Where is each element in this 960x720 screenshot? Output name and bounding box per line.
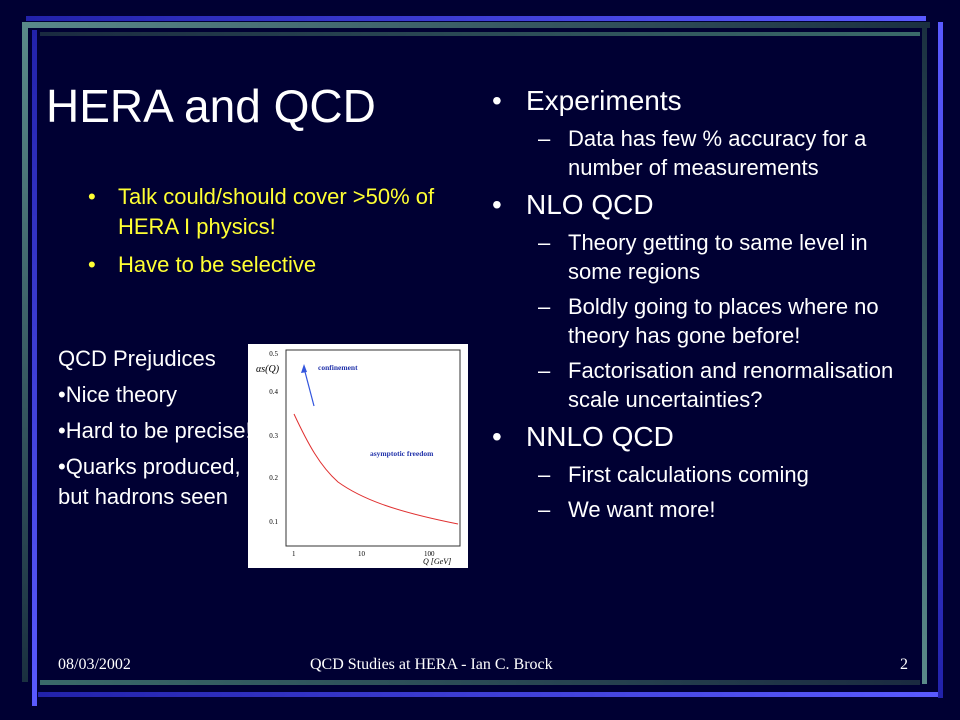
- slide-title: HERA and QCD: [46, 80, 376, 132]
- outline-subitem-text: Factorisation and renormalisation scale …: [568, 358, 894, 412]
- bullet-glyph: •: [492, 85, 502, 116]
- bullet-glyph: •: [58, 382, 66, 407]
- left-bullet: • Have to be selective: [88, 250, 448, 280]
- footer-date: 08/03/2002: [58, 656, 131, 673]
- outline-subitem: – Boldly going to places where no theory …: [490, 292, 910, 350]
- x-axis-label: Q [GeV]: [423, 557, 451, 566]
- alpha-s-curve: [293, 413, 459, 525]
- dash-glyph: –: [538, 294, 551, 319]
- outline-item-experiments: • Experiments: [490, 84, 910, 118]
- outline-subitem: – We want more!: [490, 495, 910, 524]
- y-tick-label: 0.5: [269, 350, 278, 358]
- frame-right-blue: [938, 22, 943, 698]
- bullet-glyph: •: [58, 454, 66, 479]
- dash-glyph: –: [538, 230, 551, 255]
- y-tick-label: 0.3: [269, 432, 278, 440]
- bullet-glyph: •: [492, 421, 502, 452]
- dash-glyph: –: [538, 126, 551, 151]
- footer-title: QCD Studies at HERA - Ian C. Brock: [310, 656, 553, 673]
- dash-glyph: –: [538, 497, 551, 522]
- prejudice-item: •Hard to be precise!: [58, 416, 258, 446]
- alpha-s-plot: αs(Q) 0.5 0.4 0.3 0.2 0.1 1 10 100 Q [Ge…: [256, 349, 461, 566]
- frame-left-teal: [22, 22, 28, 682]
- x-tick-label: 1: [292, 550, 296, 558]
- prejudice-text: Quarks produced, but hadrons seen: [58, 454, 241, 509]
- outline-subitem-text: Theory getting to same level in some reg…: [568, 230, 868, 284]
- qcd-prejudices: QCD Prejudices •Nice theory •Hard to be …: [58, 344, 258, 518]
- y-tick-label: 0.1: [269, 518, 278, 526]
- outline-subitem-text: Data has few % accuracy for a number of …: [568, 126, 867, 180]
- frame-top-teal: [22, 22, 930, 28]
- confinement-annotation: confinement: [318, 363, 358, 372]
- outline-subitem-text: Boldly going to places where no theory h…: [568, 294, 879, 348]
- plot-frame: [285, 349, 461, 547]
- left-bullet: • Talk could/should cover >50% of HERA I …: [88, 182, 448, 242]
- prejudice-text: Nice theory: [65, 382, 177, 407]
- frame-right-teal: [922, 24, 927, 684]
- prejudices-heading: QCD Prejudices: [58, 346, 216, 371]
- frame-top-blue: [26, 16, 926, 21]
- prejudice-text: Hard to be precise!: [65, 418, 252, 443]
- frame-bottom-blue: [38, 692, 938, 697]
- y-tick-label: 0.4: [269, 388, 278, 396]
- asymptotic-freedom-annotation: asymptotic freedom: [370, 449, 434, 458]
- frame-left-blue: [32, 30, 37, 706]
- alpha-s-figure: αs(Q) 0.5 0.4 0.3 0.2 0.1 1 10 100 Q [Ge…: [248, 344, 468, 568]
- prejudice-item: •Nice theory: [58, 380, 258, 410]
- confinement-arrow: [303, 367, 315, 407]
- footer-page-number: 2: [900, 656, 908, 673]
- dash-glyph: –: [538, 358, 551, 383]
- outline-subitem-text: First calculations coming: [568, 462, 809, 487]
- outline-subitem-text: We want more!: [568, 497, 716, 522]
- outline-subitem: – Data has few % accuracy for a number of…: [490, 124, 910, 182]
- bullet-glyph: •: [88, 252, 96, 277]
- y-tick-label: 0.2: [269, 474, 278, 482]
- outline-heading: NLO QCD: [526, 189, 654, 220]
- right-outline: • Experiments – Data has few % accuracy fo…: [490, 84, 910, 530]
- outline-item-nnlo-qcd: • NNLO QCD: [490, 420, 910, 454]
- confinement-arrowhead: [301, 364, 307, 373]
- frame-bottom-teal: [40, 680, 920, 685]
- dash-glyph: –: [538, 462, 551, 487]
- left-bullet-list: • Talk could/should cover >50% of HERA I …: [88, 182, 448, 288]
- bullet-glyph: •: [492, 189, 502, 220]
- frame-top-inner: [40, 32, 920, 36]
- x-tick-label: 100: [424, 550, 435, 558]
- left-bullet-text: Talk could/should cover >50% of HERA I p…: [118, 184, 435, 239]
- outline-subitem: – First calculations coming: [490, 460, 910, 489]
- bullet-glyph: •: [58, 418, 66, 443]
- outline-subitem: – Theory getting to same level in some re…: [490, 228, 910, 286]
- left-bullet-text: Have to be selective: [118, 252, 317, 277]
- bullet-glyph: •: [88, 184, 96, 209]
- y-axis-label: αs(Q): [256, 364, 280, 375]
- x-tick-label: 10: [358, 550, 366, 558]
- prejudice-item: •Quarks produced, but hadrons seen: [58, 452, 258, 512]
- outline-item-nlo-qcd: • NLO QCD: [490, 188, 910, 222]
- outline-subitem: – Factorisation and renormalisation scale…: [490, 356, 910, 414]
- outline-heading: Experiments: [526, 85, 682, 116]
- outline-heading: NNLO QCD: [526, 421, 674, 452]
